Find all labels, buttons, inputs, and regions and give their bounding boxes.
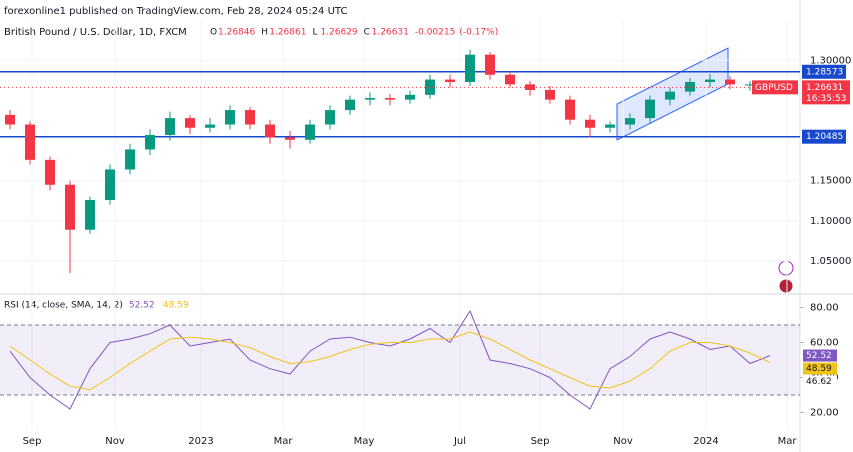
y-tick-label: 20.00 [810, 407, 839, 418]
candle-body [5, 114, 15, 125]
symbol-box [752, 80, 798, 95]
candle-body [345, 99, 355, 111]
alert-icon[interactable] [778, 260, 794, 276]
level-label: 1.20485 [806, 132, 843, 142]
x-tick-label: 2024 [693, 436, 718, 447]
x-tick-label: Mar [274, 436, 294, 447]
x-tick-label: Mar [778, 436, 798, 447]
candle-body [525, 84, 535, 91]
legend-value: 1.26861 [269, 28, 306, 38]
header: forexonline1 published on TradingView.co… [4, 6, 347, 17]
level-label: 1.28573 [806, 67, 843, 77]
legend-change: -0.00215 [415, 28, 455, 38]
y-tick-label: 1.05000 [810, 256, 851, 267]
price-box [802, 80, 850, 105]
candle-body [465, 54, 475, 82]
legend-value: 1.26631 [372, 28, 409, 38]
candle-body [605, 124, 615, 128]
y-tick-label: 60.00 [810, 337, 839, 348]
x-tick-label: Nov [105, 436, 125, 447]
candle-body [685, 81, 695, 92]
rsi-band [0, 324, 800, 395]
candle-body [285, 137, 295, 140]
x-tick-label: Nov [613, 436, 633, 447]
chart-title: British Pound / U.S. Dollar, 1D, FXCM [4, 27, 187, 38]
candle-body [705, 79, 715, 82]
legend-change-pct: (-0.17%) [459, 28, 498, 38]
rsi-legend-value: 48.59 [163, 301, 189, 311]
candle-body [565, 99, 575, 120]
level-label-box [802, 129, 846, 144]
candle-body [185, 118, 195, 128]
candle-body [725, 79, 735, 85]
candle-body [745, 84, 755, 86]
candle-body [105, 169, 115, 200]
symbol-label: GBPUSD [755, 83, 793, 93]
rsi-legend-value: 52.52 [129, 301, 155, 311]
x-tick-label: Jul [453, 436, 466, 447]
value-label: 52.52 [806, 351, 832, 361]
candle-body [145, 134, 155, 150]
candle-body [45, 159, 55, 185]
candle-body [645, 99, 655, 119]
candle-body [85, 200, 95, 230]
candle-body [165, 118, 175, 135]
countdown: 16:35:53 [806, 94, 846, 104]
y-tick-label: 80.00 [810, 302, 839, 313]
candle-body [25, 124, 35, 160]
legend-key: L [312, 28, 317, 38]
value-label: 48.59 [806, 364, 832, 374]
value-label: 46.62 [806, 377, 832, 387]
x-tick-label: 2023 [188, 436, 213, 447]
flag-icon[interactable] [778, 278, 794, 294]
candle-body [245, 110, 255, 125]
legend-key: C [364, 28, 370, 38]
legend-value: 1.26629 [320, 28, 357, 38]
candle-body [445, 79, 455, 82]
candle-body [425, 79, 435, 95]
legend-value: 1.26846 [218, 28, 255, 38]
candle-body [65, 184, 75, 230]
candle-body [125, 149, 135, 170]
candle-body [625, 118, 635, 125]
x-tick-label: Sep [23, 436, 42, 447]
candle-body [405, 94, 415, 100]
candle-body [485, 54, 495, 75]
candle-body [265, 124, 275, 138]
value-box [803, 362, 837, 375]
candle-body [205, 124, 215, 128]
candle-body [325, 110, 335, 125]
candle-body [585, 119, 595, 128]
rsi-line [9, 309, 771, 410]
x-tick-label: May [354, 436, 375, 447]
rsi-line [9, 331, 771, 391]
candle-body [225, 110, 235, 125]
candle-body [385, 98, 395, 100]
candle-body [305, 124, 315, 140]
value-box [803, 375, 837, 388]
candle-body [665, 91, 675, 100]
y-tick-label: 1.15000 [810, 176, 851, 187]
candle-body [365, 98, 375, 100]
legend-key: H [261, 28, 268, 38]
price-label: 1.26631 [806, 83, 843, 93]
x-tick-label: Sep [531, 436, 550, 447]
legend-key: O [210, 28, 217, 38]
level-label-box [802, 64, 846, 79]
candle-body [505, 74, 515, 85]
rsi-title: RSI (14, close, SMA, 14, 2) [4, 301, 123, 311]
y-tick-label: 1.10000 [810, 216, 851, 227]
y-tick-label: 1.30000 [810, 55, 851, 66]
value-box [803, 349, 837, 362]
candle-body [545, 90, 555, 100]
